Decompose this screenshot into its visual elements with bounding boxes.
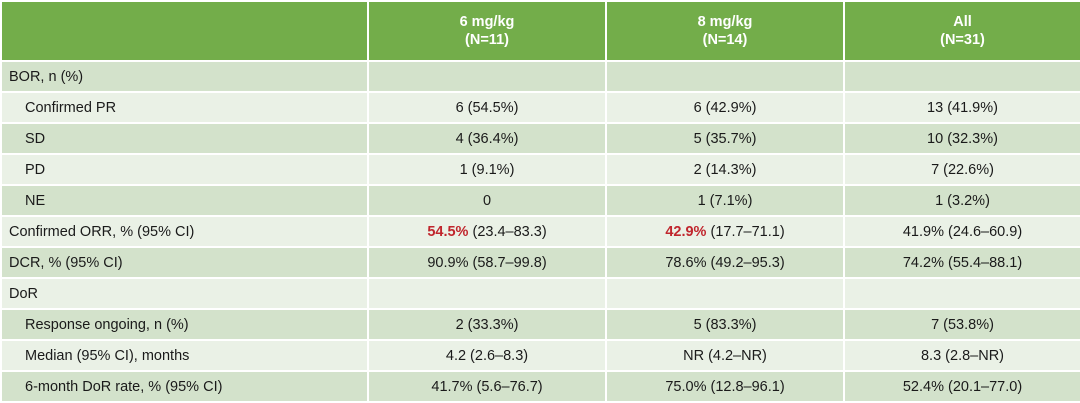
row-label: PD bbox=[0, 153, 369, 186]
cell-6mg: 6 (54.5%) bbox=[367, 91, 607, 124]
cell-all: 8.3 (2.8–NR) bbox=[843, 339, 1080, 372]
row-label: Confirmed ORR, % (95% CI) bbox=[0, 215, 369, 248]
table-row: SD 4 (36.4%) 5 (35.7%) 10 (32.3%) bbox=[0, 122, 1080, 155]
cell-8mg: 5 (35.7%) bbox=[605, 122, 845, 155]
cell-8mg: 75.0% (12.8–96.1) bbox=[605, 370, 845, 403]
header-6mg-label: 6 mg/kg bbox=[459, 14, 515, 30]
row-label: DCR, % (95% CI) bbox=[0, 246, 369, 279]
cell-6mg: 90.9% (58.7–99.8) bbox=[367, 246, 607, 279]
header-all: All (N=31) bbox=[843, 0, 1080, 62]
cell-all: 10 (32.3%) bbox=[843, 122, 1080, 155]
table-row: DoR bbox=[0, 277, 1080, 310]
header-all-n: (N=31) bbox=[940, 32, 985, 48]
highlight-value: 54.5% bbox=[427, 223, 469, 240]
cell-6mg: 0 bbox=[367, 184, 607, 217]
cell-all: 7 (53.8%) bbox=[843, 308, 1080, 341]
cell-8mg: 1 (7.1%) bbox=[605, 184, 845, 217]
table-row: BOR, n (%) bbox=[0, 60, 1080, 93]
row-label: Response ongoing, n (%) bbox=[0, 308, 369, 341]
header-8mg: 8 mg/kg (N=14) bbox=[605, 0, 845, 62]
cell-8mg bbox=[605, 60, 845, 93]
cell-6mg bbox=[367, 277, 607, 310]
cell-all: 74.2% (55.4–88.1) bbox=[843, 246, 1080, 279]
header-all-label: All bbox=[953, 14, 972, 30]
header-8mg-label: 8 mg/kg bbox=[697, 14, 753, 30]
cell-6mg: 41.7% (5.6–76.7) bbox=[367, 370, 607, 403]
cell-8mg: 2 (14.3%) bbox=[605, 153, 845, 186]
cell-6mg: 4.2 (2.6–8.3) bbox=[367, 339, 607, 372]
cell-6mg: 2 (33.3%) bbox=[367, 308, 607, 341]
header-row: 6 mg/kg (N=11) 8 mg/kg (N=14) All (N=31) bbox=[0, 0, 1080, 62]
cell-8mg: 78.6% (49.2–95.3) bbox=[605, 246, 845, 279]
row-label: SD bbox=[0, 122, 369, 155]
header-8mg-n: (N=14) bbox=[702, 32, 748, 48]
cell-all: 52.4% (20.1–77.0) bbox=[843, 370, 1080, 403]
cell-6mg: 1 (9.1%) bbox=[367, 153, 607, 186]
table-row: 6-month DoR rate, % (95% CI) 41.7% (5.6–… bbox=[0, 370, 1080, 403]
header-6mg: 6 mg/kg (N=11) bbox=[367, 0, 607, 62]
table-row: Confirmed ORR, % (95% CI) 54.5% (23.4–83… bbox=[0, 215, 1080, 248]
table-row: NE 0 1 (7.1%) 1 (3.2%) bbox=[0, 184, 1080, 217]
cell-8mg: 6 (42.9%) bbox=[605, 91, 845, 124]
cell-all bbox=[843, 277, 1080, 310]
cell-6mg: 54.5% (23.4–83.3) bbox=[367, 215, 607, 248]
table-row: PD 1 (9.1%) 2 (14.3%) 7 (22.6%) bbox=[0, 153, 1080, 186]
cell-6mg bbox=[367, 60, 607, 93]
header-empty-cell bbox=[0, 0, 369, 62]
cell-8mg bbox=[605, 277, 845, 310]
table-row: DCR, % (95% CI) 90.9% (58.7–99.8) 78.6% … bbox=[0, 246, 1080, 279]
cell-8mg: 42.9% (17.7–71.1) bbox=[605, 215, 845, 248]
cell-6mg: 4 (36.4%) bbox=[367, 122, 607, 155]
header-6mg-n: (N=11) bbox=[465, 32, 509, 48]
ci-value: (23.4–83.3) bbox=[472, 223, 547, 240]
highlight-value: 42.9% bbox=[665, 223, 707, 240]
table-row: Confirmed PR 6 (54.5%) 6 (42.9%) 13 (41.… bbox=[0, 91, 1080, 124]
row-label: 6-month DoR rate, % (95% CI) bbox=[0, 370, 369, 403]
row-label: DoR bbox=[0, 277, 369, 310]
cell-all: 1 (3.2%) bbox=[843, 184, 1080, 217]
ci-value: (17.7–71.1) bbox=[710, 223, 785, 240]
row-label: Median (95% CI), months bbox=[0, 339, 369, 372]
cell-8mg: 5 (83.3%) bbox=[605, 308, 845, 341]
table-row: Median (95% CI), months 4.2 (2.6–8.3) NR… bbox=[0, 339, 1080, 372]
row-label: NE bbox=[0, 184, 369, 217]
row-label: BOR, n (%) bbox=[0, 60, 369, 93]
cell-all: 13 (41.9%) bbox=[843, 91, 1080, 124]
cell-all bbox=[843, 60, 1080, 93]
table-row: Response ongoing, n (%) 2 (33.3%) 5 (83.… bbox=[0, 308, 1080, 341]
cell-all: 41.9% (24.6–60.9) bbox=[843, 215, 1080, 248]
row-label: Confirmed PR bbox=[0, 91, 369, 124]
cell-all: 7 (22.6%) bbox=[843, 153, 1080, 186]
cell-8mg: NR (4.2–NR) bbox=[605, 339, 845, 372]
